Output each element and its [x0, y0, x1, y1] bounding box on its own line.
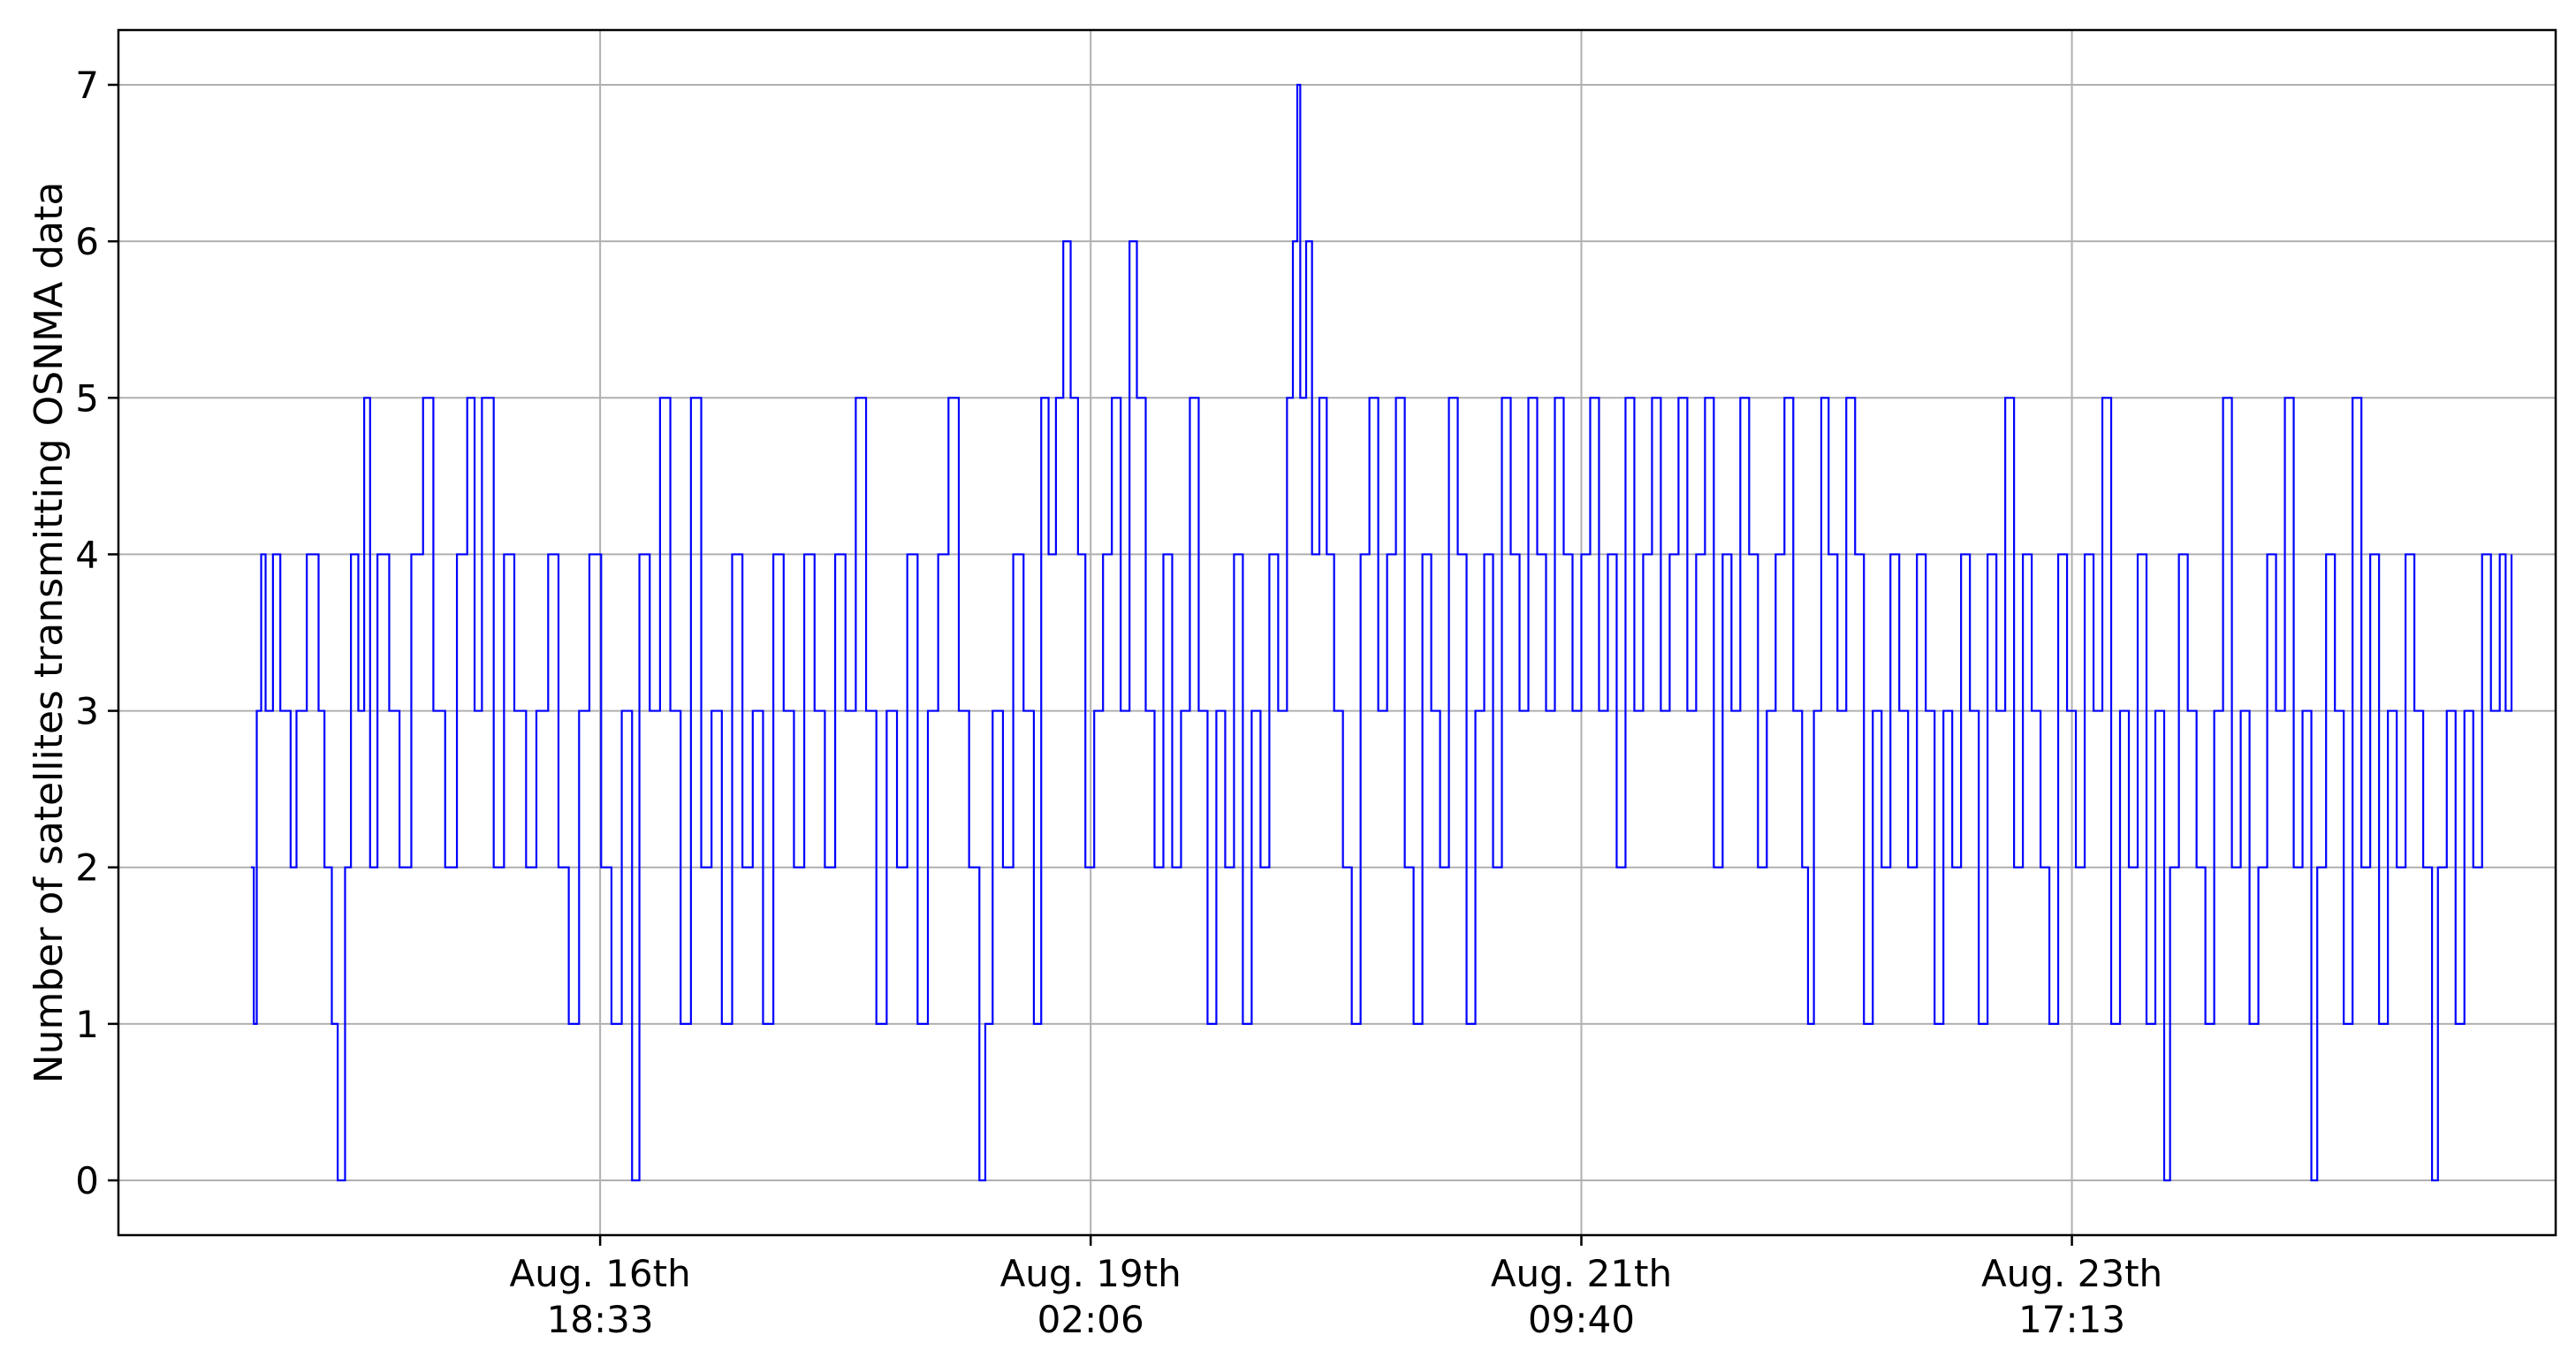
x-tick-label-time: 18:33 [547, 1298, 654, 1341]
y-tick-label: 3 [75, 690, 99, 733]
y-axis-ticks: 0 1 2 3 4 5 6 7 [75, 64, 118, 1202]
x-tick-label-date: Aug. 23th [1981, 1252, 2162, 1295]
series-layer [250, 83, 2513, 1182]
y-axis-label: Number of satellites transmitting OSNMA … [27, 182, 72, 1084]
y-tick-label: 7 [75, 64, 99, 107]
plot-frame [117, 28, 2557, 1237]
y-tick-label: 2 [75, 846, 99, 890]
y-tick-label: 5 [75, 376, 99, 420]
x-tick-label-time: 02:06 [1037, 1298, 1144, 1341]
series-line [250, 83, 2513, 1182]
x-tick-label-time: 09:40 [1528, 1298, 1635, 1341]
x-tick-label-date: Aug. 19th [1000, 1252, 1182, 1295]
grid [118, 30, 2556, 1235]
y-tick-label: 6 [75, 220, 99, 263]
x-tick-label-date: Aug. 16th [509, 1252, 690, 1295]
y-tick-label: 0 [75, 1159, 99, 1202]
x-tick-label-time: 17:13 [2018, 1298, 2125, 1341]
x-tick-label-date: Aug. 21th [1491, 1252, 1672, 1295]
y-tick-label: 1 [75, 1003, 99, 1046]
y-tick-label: 4 [75, 533, 99, 576]
